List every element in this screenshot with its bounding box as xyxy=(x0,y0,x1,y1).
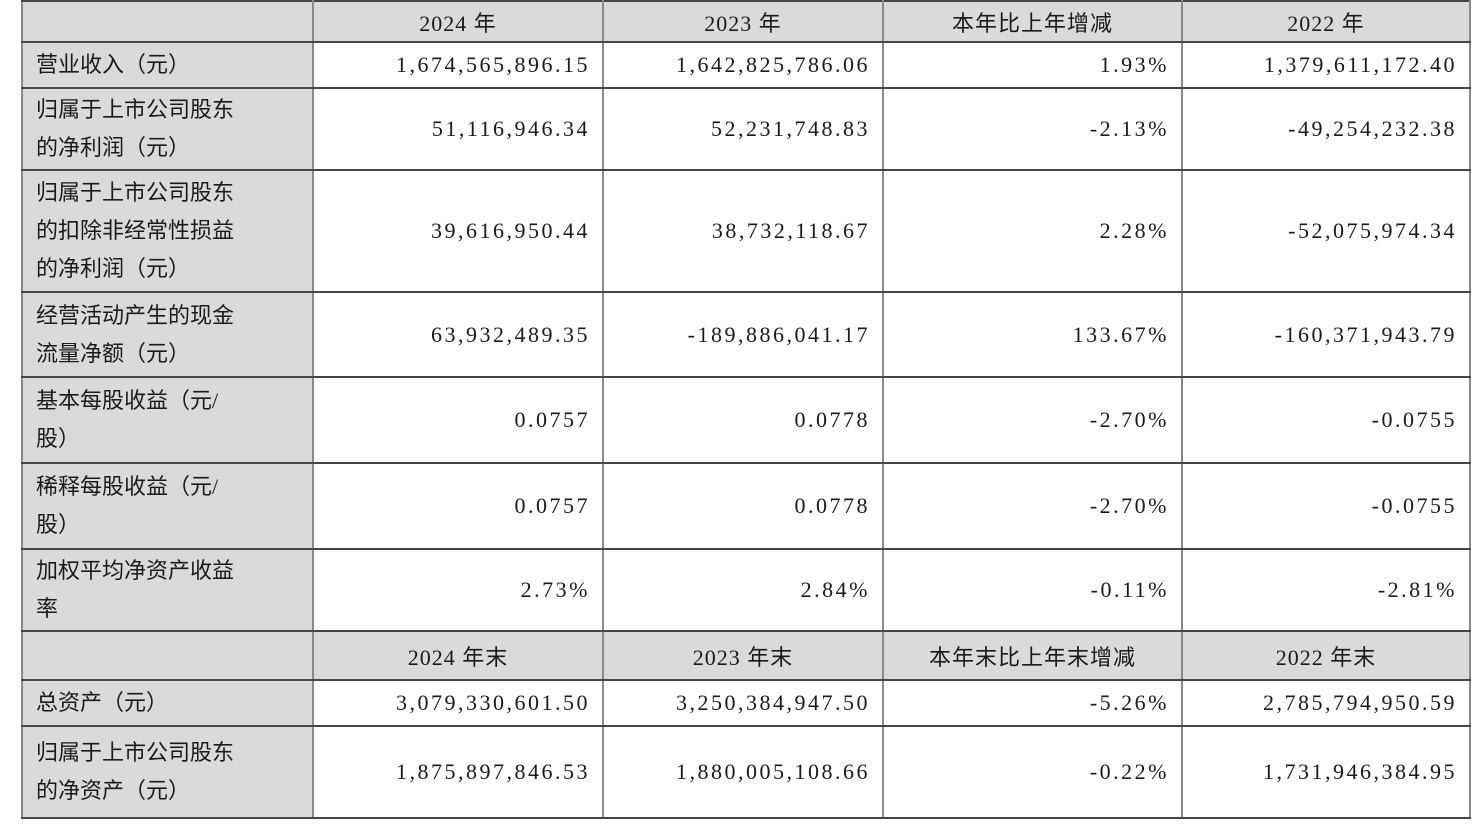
value-cell: 1.93% xyxy=(882,41,1183,89)
value-cell: -2.13% xyxy=(882,87,1183,171)
table-row-basic-eps: 基本每股收益（元/ 股） 0.0757 0.0778 -2.70% -0.075… xyxy=(21,376,1471,464)
value-cell: 2.73% xyxy=(312,548,604,632)
value-cell: -189,886,041.17 xyxy=(602,291,884,378)
value-cell: 1,379,611,172.40 xyxy=(1181,41,1471,89)
value-cell: 133.67% xyxy=(882,291,1183,378)
table-row-weighted-avg-roe: 加权平均净资产收益 率 2.73% 2.84% -0.11% -2.81% xyxy=(21,548,1471,632)
value-cell: 51,116,946.34 xyxy=(312,87,604,171)
row-label: 归属于上市公司股东 的净利润（元） xyxy=(21,87,314,171)
header-empty-cell xyxy=(21,630,314,681)
value-cell: 1,880,005,108.66 xyxy=(602,725,884,819)
col-header-2024-end: 2024 年末 xyxy=(312,630,604,681)
value-cell: 0.0757 xyxy=(312,376,604,464)
value-cell: 0.0778 xyxy=(602,376,884,464)
period-end-header-row: 2024 年末 2023 年末 本年末比上年末增减 2022 年末 xyxy=(21,630,1471,681)
value-cell: 39,616,950.44 xyxy=(312,169,604,293)
row-label: 归属于上市公司股东 的净资产（元） xyxy=(21,725,314,819)
value-cell: 1,875,897,846.53 xyxy=(312,725,604,819)
col-header-2024: 2024 年 xyxy=(312,0,604,43)
row-label: 总资产（元） xyxy=(21,679,314,727)
col-header-2023: 2023 年 xyxy=(602,0,884,43)
row-label: 营业收入（元） xyxy=(21,41,314,89)
value-cell: -0.0755 xyxy=(1181,376,1471,464)
value-cell: -52,075,974.34 xyxy=(1181,169,1471,293)
value-cell: -2.81% xyxy=(1181,548,1471,632)
table-row-revenue: 营业收入（元） 1,674,565,896.15 1,642,825,786.0… xyxy=(21,41,1471,89)
table-row-diluted-eps: 稀释每股收益（元/ 股） 0.0757 0.0778 -2.70% -0.075… xyxy=(21,462,1471,550)
table-row-net-profit: 归属于上市公司股东 的净利润（元） 51,116,946.34 52,231,7… xyxy=(21,87,1471,171)
value-cell: 2.28% xyxy=(882,169,1183,293)
table-row-net-profit-excl-nonrecurring: 归属于上市公司股东 的扣除非经常性损益 的净利润（元） 39,616,950.4… xyxy=(21,169,1471,293)
table-row-operating-cash-flow: 经营活动产生的现金 流量净额（元） 63,932,489.35 -189,886… xyxy=(21,291,1471,378)
value-cell: -0.0755 xyxy=(1181,462,1471,550)
value-cell: 3,079,330,601.50 xyxy=(312,679,604,727)
row-label: 加权平均净资产收益 率 xyxy=(21,548,314,632)
value-cell: -2.70% xyxy=(882,462,1183,550)
col-header-yoy-change: 本年比上年增减 xyxy=(882,0,1183,43)
header-empty-cell xyxy=(21,0,314,43)
table-row-total-assets: 总资产（元） 3,079,330,601.50 3,250,384,947.50… xyxy=(21,679,1471,727)
col-header-yoy-end-change: 本年末比上年末增减 xyxy=(882,630,1183,681)
row-label: 基本每股收益（元/ 股） xyxy=(21,376,314,464)
value-cell: -0.11% xyxy=(882,548,1183,632)
row-label: 经营活动产生的现金 流量净额（元） xyxy=(21,291,314,378)
value-cell: 63,932,489.35 xyxy=(312,291,604,378)
financial-summary-table: 2024 年 2023 年 本年比上年增减 2022 年 营业收入（元） 1,6… xyxy=(21,0,1471,819)
value-cell: 1,674,565,896.15 xyxy=(312,41,604,89)
value-cell: 1,642,825,786.06 xyxy=(602,41,884,89)
col-header-2023-end: 2023 年末 xyxy=(602,630,884,681)
value-cell: 2.84% xyxy=(602,548,884,632)
col-header-2022-end: 2022 年末 xyxy=(1181,630,1471,681)
value-cell: 1,731,946,384.95 xyxy=(1181,725,1471,819)
value-cell: -2.70% xyxy=(882,376,1183,464)
value-cell: -49,254,232.38 xyxy=(1181,87,1471,171)
value-cell: -5.26% xyxy=(882,679,1183,727)
table-row-net-assets: 归属于上市公司股东 的净资产（元） 1,875,897,846.53 1,880… xyxy=(21,725,1471,819)
value-cell: 3,250,384,947.50 xyxy=(602,679,884,727)
col-header-2022: 2022 年 xyxy=(1181,0,1471,43)
value-cell: 38,732,118.67 xyxy=(602,169,884,293)
value-cell: 2,785,794,950.59 xyxy=(1181,679,1471,727)
period-header-row: 2024 年 2023 年 本年比上年增减 2022 年 xyxy=(21,0,1471,43)
value-cell: 0.0778 xyxy=(602,462,884,550)
value-cell: 52,231,748.83 xyxy=(602,87,884,171)
value-cell: 0.0757 xyxy=(312,462,604,550)
value-cell: -160,371,943.79 xyxy=(1181,291,1471,378)
row-label: 归属于上市公司股东 的扣除非经常性损益 的净利润（元） xyxy=(21,169,314,293)
row-label: 稀释每股收益（元/ 股） xyxy=(21,462,314,550)
value-cell: -0.22% xyxy=(882,725,1183,819)
